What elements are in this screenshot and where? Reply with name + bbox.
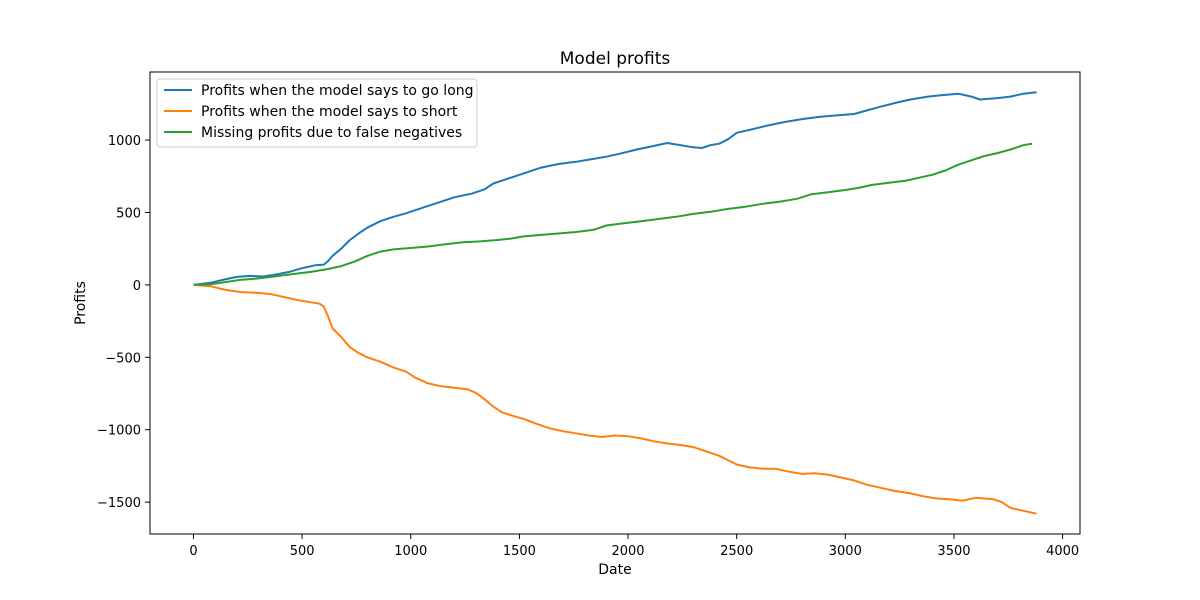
x-tick-label: 2500 bbox=[720, 544, 753, 559]
legend-label-1: Profits when the model says to go long bbox=[201, 83, 474, 99]
series-line-3 bbox=[193, 142, 1033, 286]
legend-box bbox=[156, 78, 478, 148]
x-axis: 0 500 1000 1500 2000 2500 3000 3500 4000 bbox=[189, 534, 1079, 559]
series-line-2 bbox=[193, 283, 1037, 515]
plot-frame bbox=[149, 71, 1081, 535]
series-line-1 bbox=[193, 91, 1037, 286]
x-axis-label: Date bbox=[598, 562, 631, 578]
chart-title: Model profits bbox=[560, 49, 671, 69]
x-tick-label: 0 bbox=[189, 544, 197, 559]
x-tick-label: 1000 bbox=[394, 544, 427, 559]
x-tick-label: 500 bbox=[290, 544, 315, 559]
y-tick-label: 1000 bbox=[108, 134, 141, 149]
x-tick-label: 2000 bbox=[611, 544, 644, 559]
y-tick-label: −500 bbox=[105, 351, 141, 366]
x-tick-label: 3500 bbox=[937, 544, 970, 559]
x-tick-label: 3000 bbox=[829, 544, 862, 559]
x-tick-label: 4000 bbox=[1046, 544, 1079, 559]
x-tick-label: 1500 bbox=[503, 544, 536, 559]
y-axis-label: Profits bbox=[73, 281, 89, 325]
series-layer bbox=[193, 91, 1037, 515]
y-tick-label: 0 bbox=[133, 279, 141, 294]
y-axis: −1500 −1000 −500 0 500 1000 bbox=[97, 134, 150, 511]
y-tick-label: 500 bbox=[116, 206, 141, 221]
legend-label-3: Missing profits due to false negatives bbox=[201, 125, 462, 141]
y-tick-label: −1000 bbox=[97, 424, 141, 439]
y-tick-label: −1500 bbox=[97, 496, 141, 511]
legend-label-2: Profits when the model says to short bbox=[201, 104, 458, 120]
legend: Profits when the model says to go long Pr… bbox=[156, 78, 478, 148]
